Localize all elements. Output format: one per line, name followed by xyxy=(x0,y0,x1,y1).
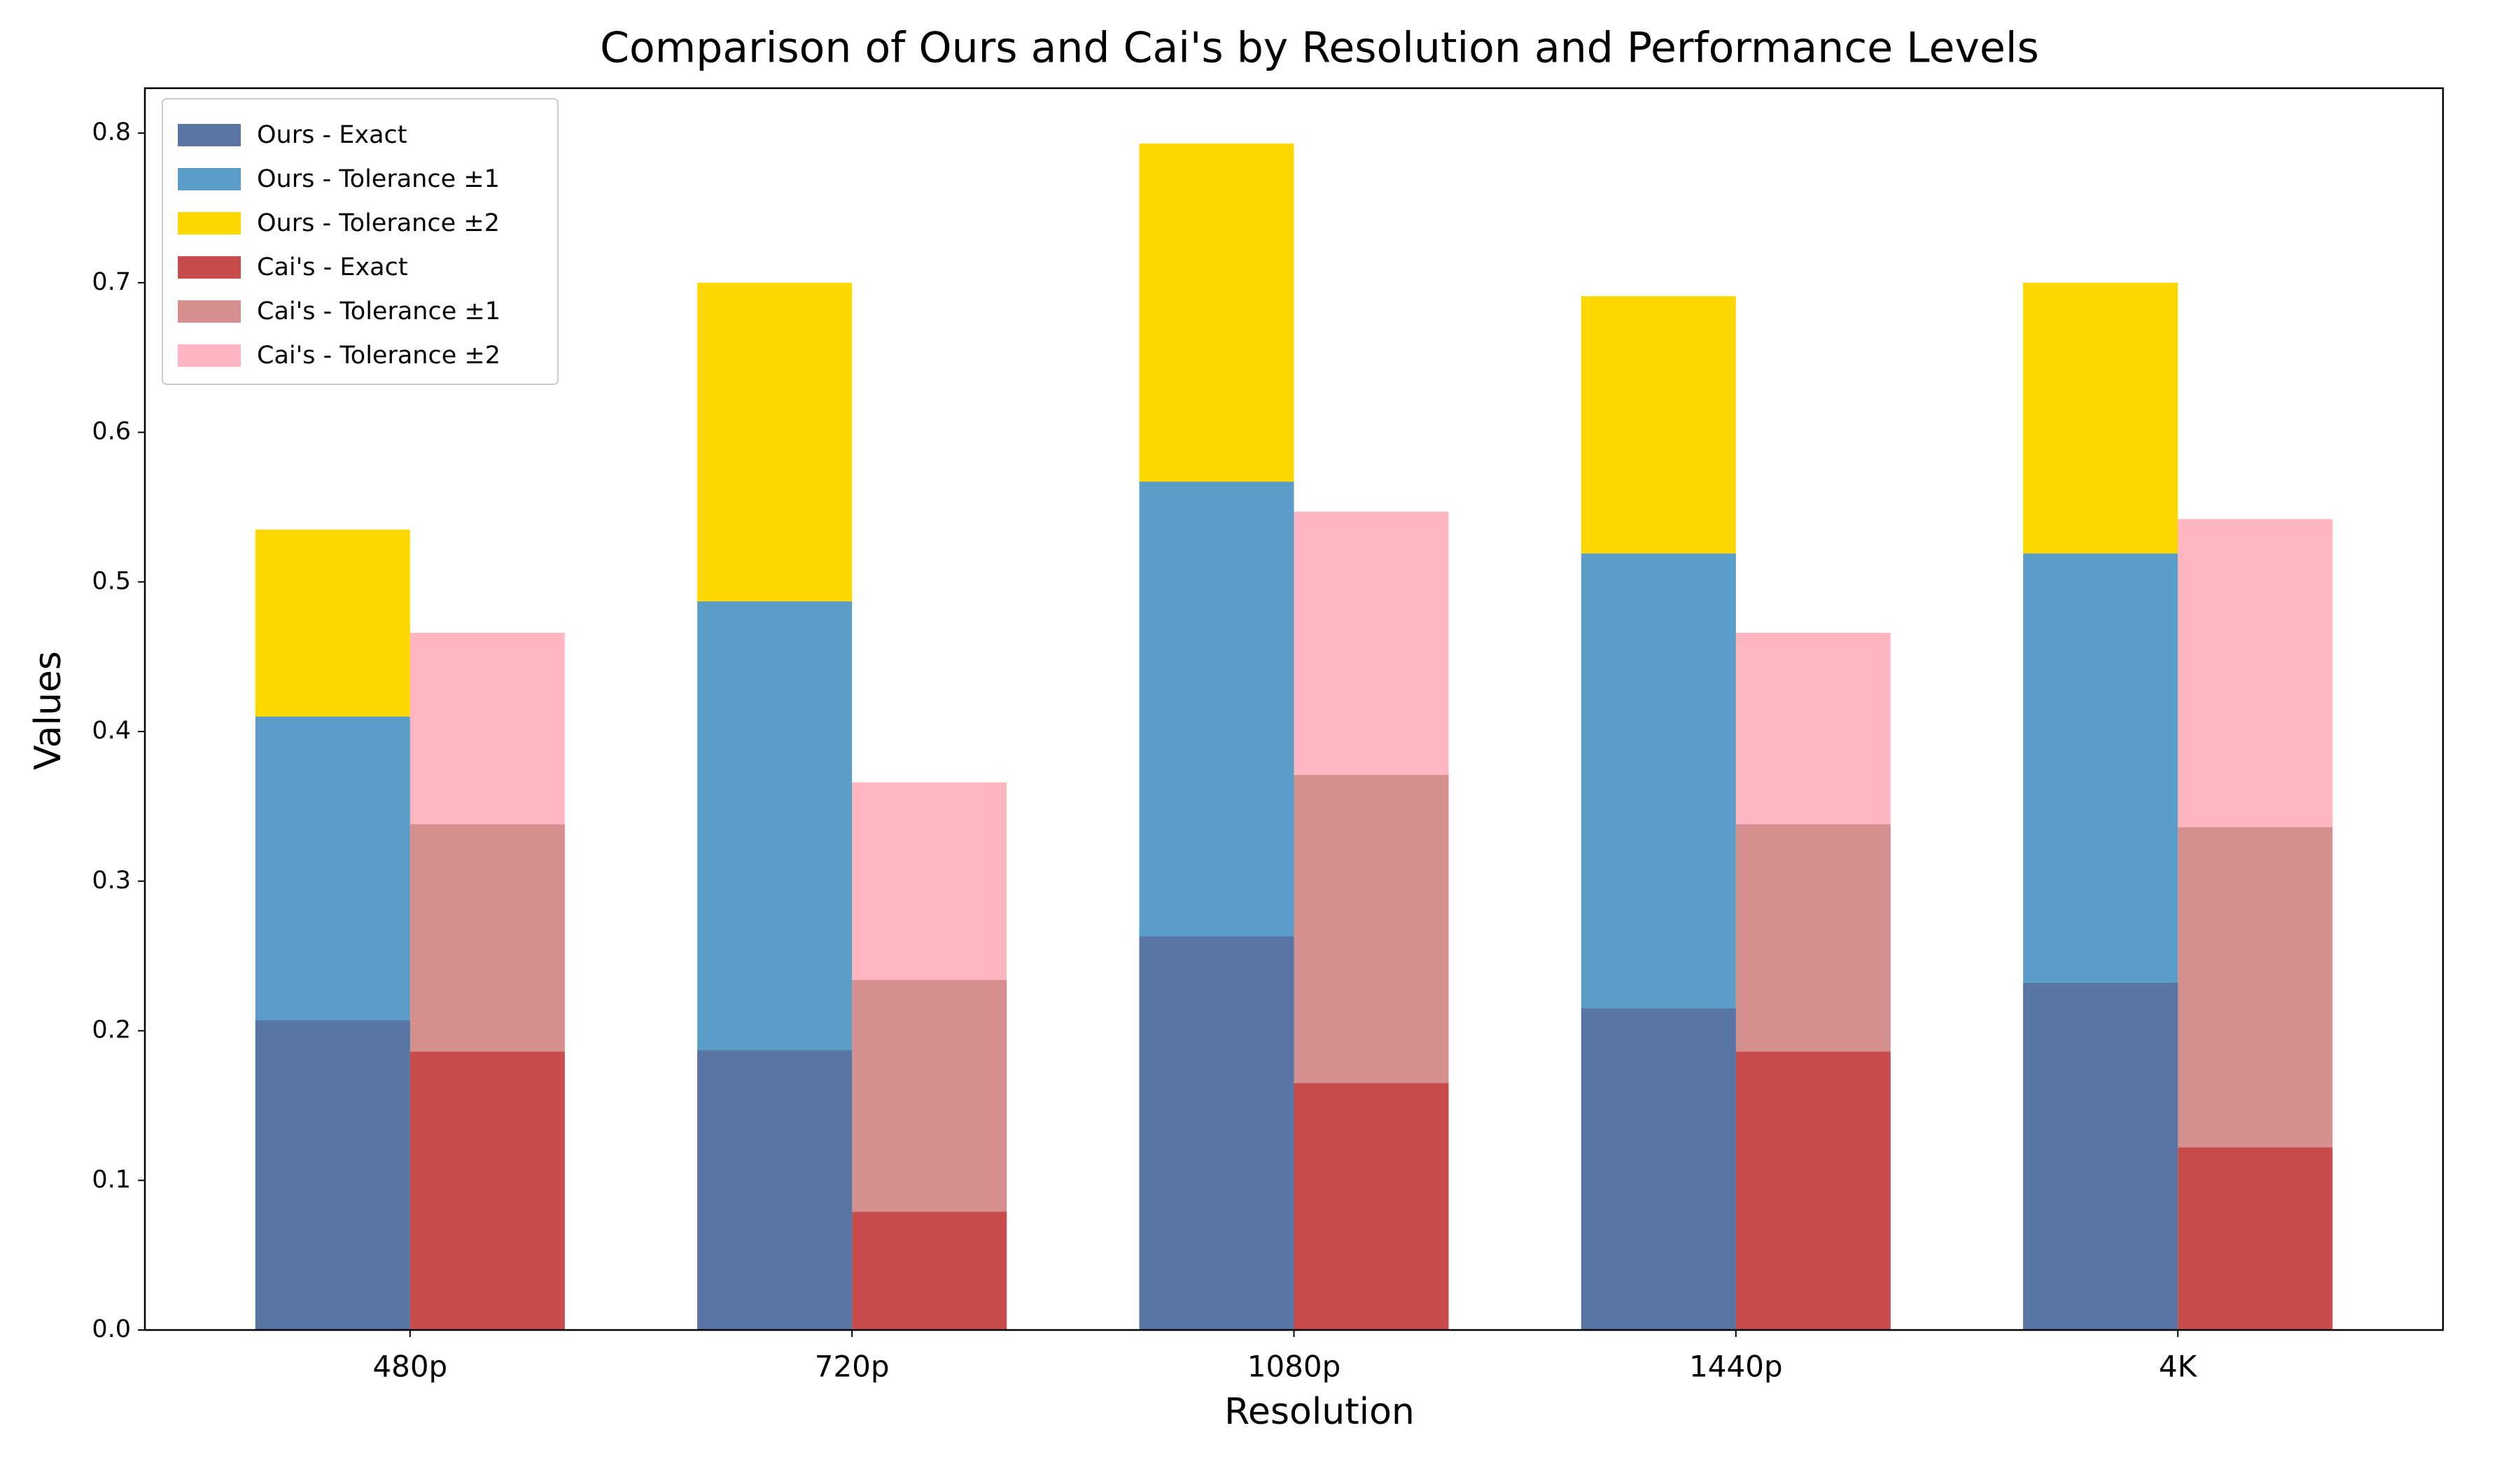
x-tick-label: 480p xyxy=(372,1350,447,1384)
y-tick-label: 0.3 xyxy=(92,867,131,895)
bar xyxy=(410,1051,565,1330)
y-tick-label: 0.8 xyxy=(92,118,131,146)
legend: Ours - Exact Ours - Tolerance ±1 Ours - To… xyxy=(162,98,559,385)
legend-label: Ours - Tolerance ±2 xyxy=(257,209,500,237)
bar xyxy=(852,1212,1007,1330)
bar xyxy=(1294,1083,1449,1330)
x-axis-label: Resolution xyxy=(1224,1391,1415,1433)
legend-swatch xyxy=(178,344,241,367)
x-tick-label: 720p xyxy=(815,1350,890,1384)
legend-swatch xyxy=(178,212,241,234)
bar xyxy=(2023,983,2178,1330)
chart-title: Comparison of Ours and Cai's by Resoluti… xyxy=(600,24,2039,73)
legend-label: Cai's - Tolerance ±2 xyxy=(257,342,500,370)
y-tick-label: 0.4 xyxy=(92,717,131,745)
y-tick-label: 0.7 xyxy=(92,268,131,296)
y-tick-label: 0.6 xyxy=(92,418,131,446)
legend-label: Cai's - Tolerance ±1 xyxy=(257,298,500,326)
y-tick-label: 0.1 xyxy=(92,1166,131,1194)
legend-swatch xyxy=(178,256,241,279)
y-axis-label: Values xyxy=(27,651,69,770)
bar xyxy=(1735,1051,1891,1330)
legend-swatch xyxy=(178,300,241,323)
legend-label: Cai's - Exact xyxy=(257,253,408,281)
legend-label: Ours - Tolerance ±1 xyxy=(257,165,500,193)
legend-frame xyxy=(162,98,559,385)
bar xyxy=(255,1020,410,1330)
x-tick-label: 1440p xyxy=(1689,1350,1783,1384)
bar xyxy=(1581,1008,1736,1330)
axes-frame xyxy=(144,87,2444,1331)
bar xyxy=(1139,936,1294,1330)
y-tick-label: 0.2 xyxy=(92,1016,131,1044)
y-tick-label: 0.5 xyxy=(92,567,131,595)
x-tick-label: 4K xyxy=(2159,1350,2198,1384)
bar xyxy=(2178,1147,2333,1330)
y-tick-label: 0.0 xyxy=(92,1315,131,1343)
legend-label: Ours - Exact xyxy=(257,121,407,149)
bar xyxy=(697,1050,853,1330)
legend-swatch xyxy=(178,124,241,146)
legend-swatch xyxy=(178,168,241,190)
x-tick-label: 1080p xyxy=(1247,1350,1341,1384)
